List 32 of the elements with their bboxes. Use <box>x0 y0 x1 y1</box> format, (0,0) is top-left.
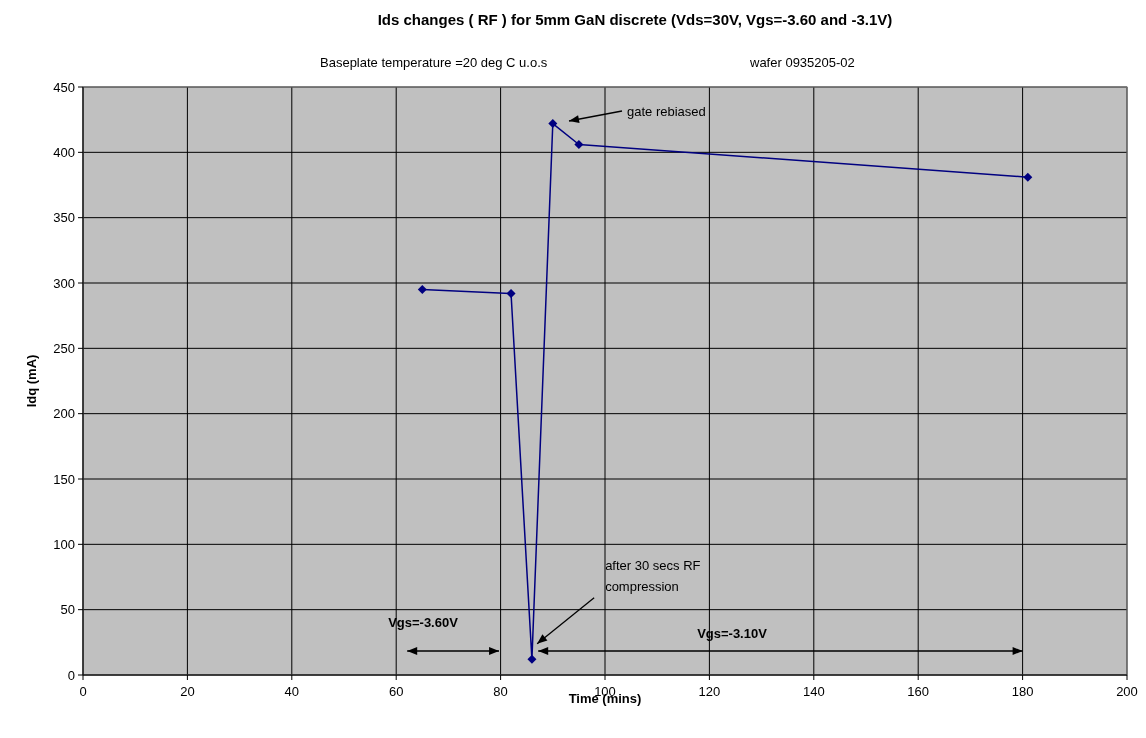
point <box>506 288 516 298</box>
text: wafer 0935205-02 <box>749 55 855 70</box>
x-tick-label: 20 <box>180 684 195 699</box>
annotation: gate rebiased <box>627 104 706 119</box>
y-tick-label: 0 <box>67 667 75 683</box>
y-tick-label: 150 <box>53 471 75 487</box>
chart-subtitle: Baseplate temperature =20 deg C u.o.s <box>320 55 548 70</box>
y-tick-label: 100 <box>53 536 75 552</box>
y-tick-label: 250 <box>53 340 75 356</box>
x-tick-label: 160 <box>907 684 930 699</box>
x-tick-label: 40 <box>284 684 300 699</box>
point <box>574 139 584 149</box>
x-tick-label: 180 <box>1011 684 1034 699</box>
x-tick-label: 200 <box>1116 684 1138 699</box>
x-tick-label: 140 <box>802 684 825 699</box>
y-tick-label: 400 <box>53 144 75 160</box>
y-tick-label: 300 <box>53 275 75 291</box>
annotation: after 30 secs RF compression <box>605 557 701 594</box>
x-tick-label: 60 <box>388 684 404 699</box>
x-tick-label: 120 <box>698 684 721 699</box>
point <box>527 654 537 664</box>
y-tick-label: 450 <box>53 79 75 95</box>
chart-title: Ids changes ( RF ) for 5mm GaN discrete (Vds=30V, Vgs=-3.60 and -3.1V) <box>377 11 893 28</box>
point <box>417 285 427 295</box>
point <box>1023 172 1033 182</box>
x-tick-label: 0 <box>79 684 87 699</box>
y-axis-title: Idq (mA) <box>24 354 39 408</box>
point <box>548 119 558 129</box>
y-tick-label: 50 <box>60 602 75 618</box>
x-tick-label: 80 <box>493 684 508 699</box>
y-tick-label: 200 <box>53 406 75 422</box>
y-tick-label: 350 <box>53 210 75 226</box>
